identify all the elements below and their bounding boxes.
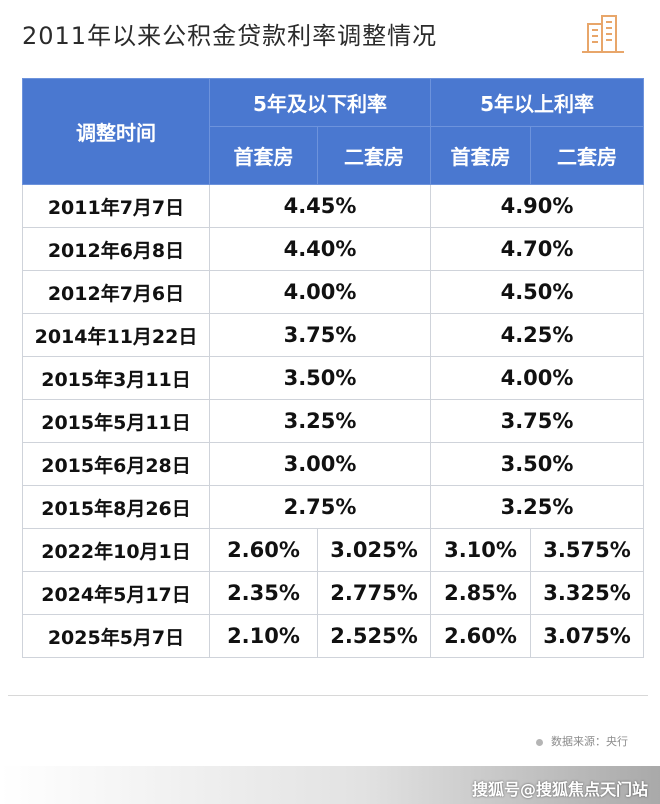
rate-gt5-first-cell: 3.10% xyxy=(430,528,532,572)
rate-le5-cell: 4.00% xyxy=(208,270,432,314)
sub-header-gt5-first: 首套房 xyxy=(430,126,532,185)
rate-gt5-cell: 3.75% xyxy=(430,399,645,443)
sub-header-le5-second: 二套房 xyxy=(316,126,432,185)
date-cell: 2015年6月28日 xyxy=(22,442,210,486)
page-title: 2011年以来公积金贷款利率调整情况 xyxy=(22,22,438,50)
date-cell: 2024年5月17日 xyxy=(22,571,210,615)
table-row: 2025年5月7日 2.10% 2.525% 2.60% 3.075% xyxy=(22,614,645,658)
rate-gt5-cell: 3.25% xyxy=(430,485,645,529)
table-row: 2015年8月26日 2.75% 3.25% xyxy=(22,485,645,529)
date-cell: 2015年8月26日 xyxy=(22,485,210,529)
rate-gt5-first-cell: 2.60% xyxy=(430,614,532,658)
rate-gt5-cell: 4.50% xyxy=(430,270,645,314)
source-text: 数据来源：央行 xyxy=(551,735,628,748)
rate-le5-cell: 4.40% xyxy=(208,227,432,271)
date-cell: 2025年5月7日 xyxy=(22,614,210,658)
watermark-text: 搜狐号@搜狐焦点天门站 xyxy=(471,780,648,799)
rate-gt5-cell: 4.25% xyxy=(430,313,645,357)
rate-le5-cell: 2.75% xyxy=(208,485,432,529)
rate-le5-second-cell: 2.775% xyxy=(316,571,432,615)
group-header-le5: 5年及以下利率 xyxy=(208,78,432,127)
rate-gt5-second-cell: 3.325% xyxy=(530,571,645,615)
rate-gt5-cell: 4.90% xyxy=(430,184,645,228)
rate-gt5-cell: 4.00% xyxy=(430,356,645,400)
rate-le5-cell: 3.50% xyxy=(208,356,432,400)
rate-le5-cell: 3.00% xyxy=(208,442,432,486)
date-cell: 2014年11月22日 xyxy=(22,313,210,357)
table-row: 2015年6月28日 3.00% 3.50% xyxy=(22,442,645,486)
table-row: 2022年10月1日 2.60% 3.025% 3.10% 3.575% xyxy=(22,528,645,572)
group-header-gt5: 5年以上利率 xyxy=(430,78,645,127)
table-row: 2015年3月11日 3.50% 4.00% xyxy=(22,356,645,400)
table-row: 2024年5月17日 2.35% 2.775% 2.85% 3.325% xyxy=(22,571,645,615)
building-icon xyxy=(582,15,624,53)
table-row: 2011年7月7日 4.45% 4.90% xyxy=(22,184,645,228)
bullet-icon xyxy=(536,738,543,746)
rate-gt5-cell: 4.70% xyxy=(430,227,645,271)
rate-le5-first-cell: 2.10% xyxy=(209,614,318,658)
table-row: 2012年6月8日 4.40% 4.70% xyxy=(22,227,645,271)
table-row: 2015年5月11日 3.25% 3.75% xyxy=(22,399,645,443)
divider xyxy=(8,695,648,696)
rate-le5-cell: 3.75% xyxy=(208,313,432,357)
rate-le5-first-cell: 2.60% xyxy=(209,528,318,572)
rate-le5-cell: 3.25% xyxy=(208,399,432,443)
date-cell: 2022年10月1日 xyxy=(22,528,210,572)
date-cell: 2015年5月11日 xyxy=(22,399,210,443)
rate-gt5-second-cell: 3.075% xyxy=(530,614,645,658)
date-cell: 2012年6月8日 xyxy=(22,227,210,271)
date-column-header: 调整时间 xyxy=(22,78,210,185)
date-cell: 2012年7月6日 xyxy=(22,270,210,314)
date-cell: 2011年7月7日 xyxy=(22,184,210,228)
rate-le5-second-cell: 3.025% xyxy=(316,528,432,572)
source-note: 数据来源：央行 xyxy=(536,733,628,749)
footer-bar xyxy=(0,766,660,804)
rate-gt5-cell: 3.50% xyxy=(430,442,645,486)
rate-le5-second-cell: 2.525% xyxy=(316,614,432,658)
sub-header-gt5-second: 二套房 xyxy=(530,126,645,185)
table-row: 2014年11月22日 3.75% 4.25% xyxy=(22,313,645,357)
rate-le5-cell: 4.45% xyxy=(208,184,432,228)
rate-gt5-first-cell: 2.85% xyxy=(430,571,532,615)
rate-gt5-second-cell: 3.575% xyxy=(530,528,645,572)
rate-le5-first-cell: 2.35% xyxy=(209,571,318,615)
date-cell: 2015年3月11日 xyxy=(22,356,210,400)
table-row: 2012年7月6日 4.00% 4.50% xyxy=(22,270,645,314)
sub-header-le5-first: 首套房 xyxy=(209,126,318,185)
rate-table: 调整时间 5年及以下利率 5年以上利率 首套房 二套房 首套房 二套房 2011… xyxy=(22,78,645,658)
